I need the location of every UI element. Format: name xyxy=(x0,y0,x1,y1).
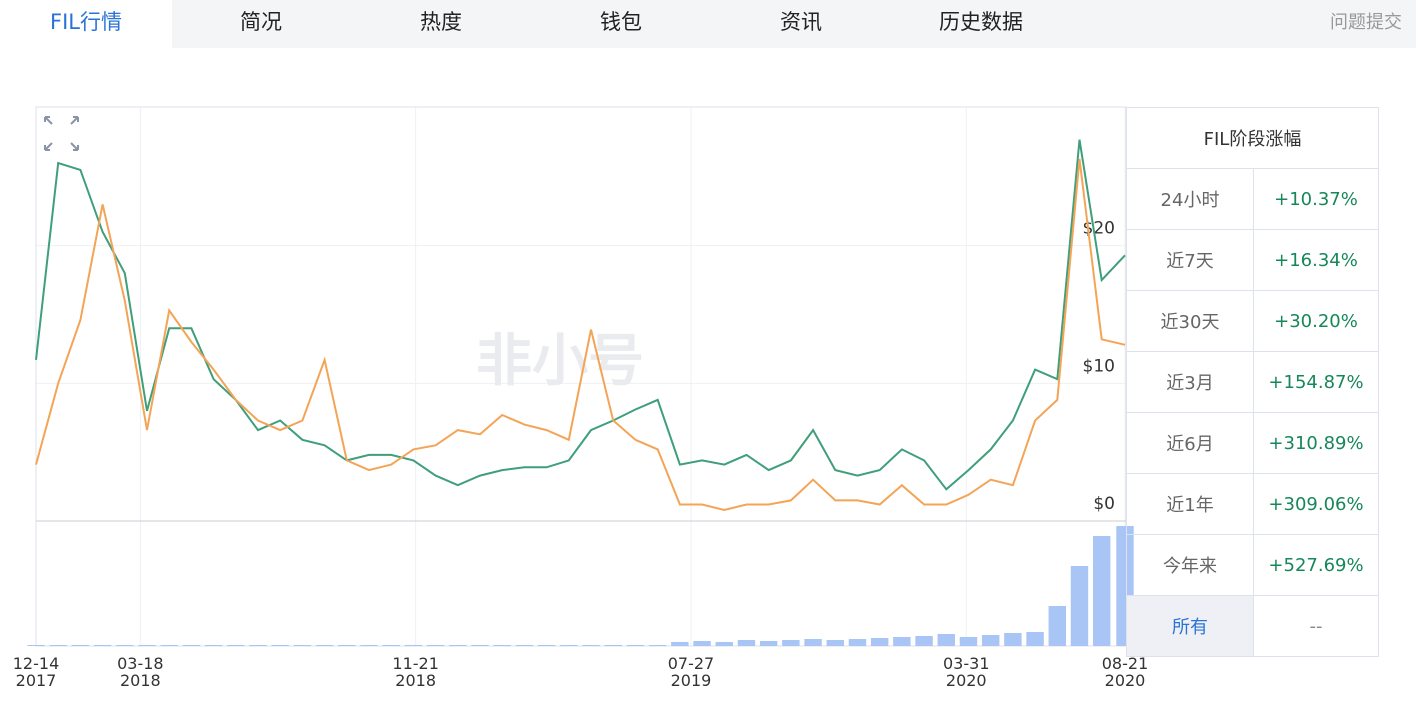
change-value: +309.06% xyxy=(1253,473,1379,535)
volume-bar xyxy=(227,645,245,646)
volume-bar xyxy=(671,642,689,646)
stats-header-row: FIL阶段涨幅 xyxy=(1126,107,1379,169)
volume-bar xyxy=(93,645,112,646)
volume-bar xyxy=(71,645,90,646)
volume-bar xyxy=(493,645,511,646)
change-value: +16.34% xyxy=(1253,229,1379,291)
x-tick-label: 07-27 2019 xyxy=(667,654,715,690)
volume-bar xyxy=(782,640,800,646)
volume-bar xyxy=(138,645,156,646)
x-tick-label: 08-21 2020 xyxy=(1101,654,1149,690)
volume-bar xyxy=(315,645,334,646)
volume-bar xyxy=(449,645,467,646)
tab-bar: FIL行情 简况 热度 钱包 资讯 历史数据 xyxy=(0,0,1416,48)
volume-bar xyxy=(271,645,289,646)
volume-bar xyxy=(27,645,45,646)
volume-bar xyxy=(404,645,423,646)
y-tick-label: $20 xyxy=(1083,219,1115,239)
volume-bar xyxy=(360,645,378,646)
stats-row: 近7天 +16.34% xyxy=(1126,229,1379,291)
volume-bar xyxy=(1004,633,1022,646)
volume-bar xyxy=(826,640,844,646)
volume-bar xyxy=(715,642,733,646)
stats-row: 24小时 +10.37% xyxy=(1126,168,1379,230)
volume-bar xyxy=(893,637,911,646)
stats-row: 近30天 +30.20% xyxy=(1126,290,1379,352)
x-tick-label: 03-31 2020 xyxy=(943,654,990,690)
report-link[interactable]: 问题提交 xyxy=(1330,12,1402,33)
stats-title: FIL阶段涨幅 xyxy=(1126,107,1379,169)
tab[interactable]: 钱包 xyxy=(600,10,642,34)
volume-bar xyxy=(204,645,223,646)
price-line xyxy=(35,158,1126,512)
change-value: +30.20% xyxy=(1253,290,1379,352)
x-tick-label: 03-18 2018 xyxy=(117,654,164,690)
volume-bar xyxy=(604,645,622,646)
y-tick-label: $0 xyxy=(1093,494,1115,514)
change-value: +10.37% xyxy=(1253,168,1379,230)
volume-bar xyxy=(648,645,667,646)
volume-bar xyxy=(537,645,556,646)
stats-row: 所有 -- xyxy=(1126,595,1379,657)
period-label: 近7天 xyxy=(1126,229,1254,291)
change-value: +154.87% xyxy=(1253,351,1379,413)
stats-row: 近3月 +154.87% xyxy=(1126,351,1379,413)
tab[interactable]: 简况 xyxy=(240,10,282,34)
period-label: 近3月 xyxy=(1126,351,1254,413)
period-label: 近6月 xyxy=(1126,412,1254,474)
stats-row: 近6月 +310.89% xyxy=(1126,412,1379,474)
volume-bar xyxy=(848,639,867,646)
expand-icon[interactable] xyxy=(44,116,79,151)
change-value: +527.69% xyxy=(1253,534,1379,596)
volume-bar xyxy=(249,645,267,646)
watermark: 非小号 xyxy=(476,329,644,394)
volume-bar xyxy=(471,645,489,646)
tab[interactable]: 历史数据 xyxy=(939,10,1023,34)
volume-bar xyxy=(626,645,645,646)
stats-row: 近1年 +309.06% xyxy=(1126,473,1379,535)
volume-bar xyxy=(338,645,356,646)
tab[interactable]: 资讯 xyxy=(780,10,822,34)
volume-bar xyxy=(1092,536,1111,646)
stats-row: 今年来 +527.69% xyxy=(1126,534,1379,596)
volume-bar xyxy=(870,638,889,646)
volume-bar xyxy=(915,636,933,646)
price-line xyxy=(35,139,1126,491)
period-label: 近1年 xyxy=(1126,473,1254,535)
period-label: 近30天 xyxy=(1126,290,1254,352)
volume-bar xyxy=(759,641,778,646)
volume-bar xyxy=(182,645,201,646)
x-tick-label: 12-14 2017 xyxy=(12,654,60,690)
change-value: -- xyxy=(1253,595,1379,657)
tab[interactable]: FIL行情 xyxy=(0,0,172,48)
period-label: 24小时 xyxy=(1126,168,1254,230)
volume-bar xyxy=(1048,606,1066,646)
tab[interactable]: 热度 xyxy=(420,10,462,34)
volume-bar xyxy=(582,645,600,646)
x-tick-label: 11-21 2018 xyxy=(392,654,439,690)
y-tick-label: $10 xyxy=(1083,356,1115,376)
period-label: 今年来 xyxy=(1126,534,1254,596)
volume-bar xyxy=(382,645,400,646)
volume-bar xyxy=(959,637,978,646)
volume-bar xyxy=(116,645,134,646)
volume-bar xyxy=(160,645,178,646)
change-value: +310.89% xyxy=(1253,412,1379,474)
volume-bar xyxy=(49,645,67,646)
stats-table: FIL阶段涨幅 24小时 +10.37% 近7天 +16.34% 近30天 +30.20% 近… xyxy=(1126,107,1379,657)
volume-bar xyxy=(1070,566,1089,646)
volume-bar xyxy=(693,641,711,646)
volume-bar xyxy=(293,645,312,646)
volume-bar xyxy=(804,639,822,646)
volume-bar xyxy=(560,645,578,646)
volume-bar xyxy=(937,634,955,646)
volume-bar xyxy=(515,645,534,646)
volume-bar xyxy=(981,635,1000,646)
period-label[interactable]: 所有 xyxy=(1126,595,1254,657)
volume-bar xyxy=(737,640,756,646)
volume-bar xyxy=(1026,632,1044,646)
volume-bar xyxy=(426,645,445,646)
